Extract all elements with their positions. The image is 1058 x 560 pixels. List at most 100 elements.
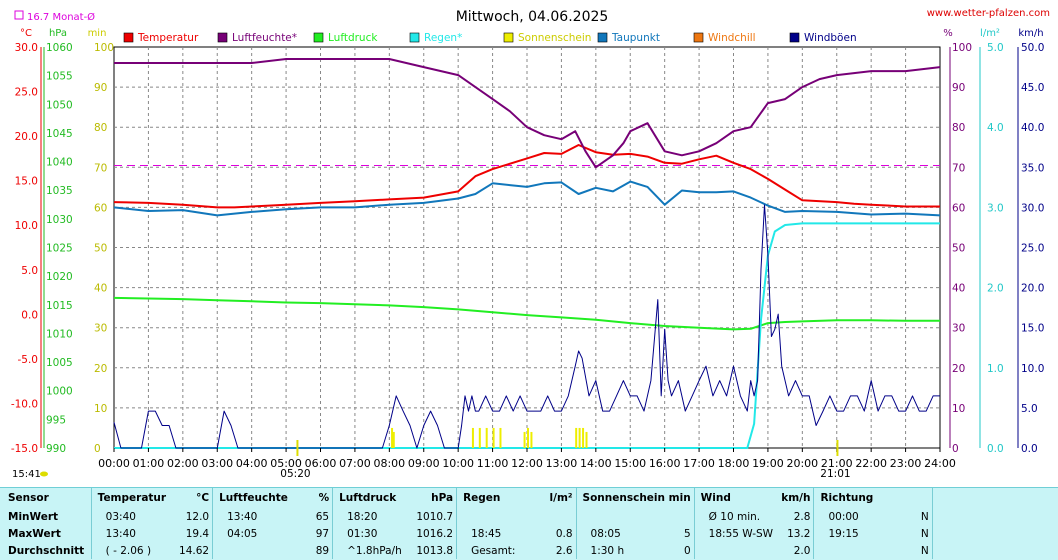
series-line-dewpoint	[113, 180, 941, 217]
sun-axis-tick: 90	[94, 82, 107, 94]
x-tick-label: 20:00	[786, 457, 818, 470]
now-sun-icon	[40, 471, 48, 477]
legend-swatch-pressure	[313, 32, 324, 43]
wind-axis-tick: 10.0	[1021, 363, 1044, 375]
stats-header-row: Sensor Temperatur °C Luftfeuchte % Luftd…	[0, 488, 1058, 508]
wind-axis-tick: 0.0	[1021, 443, 1038, 455]
temperature-axis-tick: 5.0	[21, 265, 38, 277]
pressure-axis-tick: 990	[46, 443, 66, 455]
x-tick-label: 08:00	[373, 457, 405, 470]
hdr-temp-unit: °C	[196, 492, 210, 504]
sun-bar	[585, 431, 588, 448]
temperature-axis-tick: 30.0	[15, 42, 38, 54]
x-tick-label: 21:00	[821, 457, 853, 470]
x-tick-label: 19:00	[752, 457, 784, 470]
temperature-axis-tick: 0.0	[21, 309, 38, 321]
sun-bar	[582, 427, 585, 448]
stats-cell-sun-time: 08:05	[575, 525, 670, 542]
legend-swatch-gust	[789, 32, 800, 43]
humidity-axis-tick: 20	[952, 363, 965, 375]
sun-axis-tick: 0	[94, 443, 101, 455]
site-link[interactable]: www.wetter-pfalzen.com	[927, 8, 1050, 19]
stats-cell-hum-time: 13:40	[212, 508, 309, 525]
stats-cell-rain-val: 0.8	[555, 527, 573, 540]
x-tick-label: 16:00	[649, 457, 681, 470]
pressure-axis-tick: 1015	[46, 300, 73, 312]
x-tick-label: 09:00	[408, 457, 440, 470]
legend-label-sun: Sonnenschein	[518, 32, 591, 44]
stats-cell-sun-val	[670, 508, 694, 525]
rain-axis-tick: 2.0	[987, 283, 1004, 295]
sun-axis-tick: 80	[94, 122, 107, 134]
x-tick-label: 18:00	[718, 457, 750, 470]
x-tick-label: 17:00	[683, 457, 715, 470]
wind-axis-tick: 15.0	[1021, 323, 1044, 335]
sun-bar	[530, 431, 533, 448]
hdr-rain-unit: l/m²	[549, 492, 573, 504]
sun-axis-tick: 20	[94, 363, 107, 375]
humidity-axis-tick: 80	[952, 122, 965, 134]
monthly-avg-legend-label: 16.7 Monat-Ø	[27, 11, 95, 23]
stats-cell-temp-val: 12.0	[185, 510, 210, 523]
temperature-axis-tick: -10.0	[11, 398, 38, 410]
sun-axis-tick: 70	[94, 162, 107, 174]
humidity-axis-tick: 90	[952, 82, 965, 94]
sun-bar	[523, 431, 526, 448]
legend-label-rain: Regen*	[424, 32, 462, 44]
stats-row-label: MinWert	[8, 510, 59, 523]
sun-marker-label: 05:20	[280, 468, 310, 480]
wind-axis-tick: 25.0	[1021, 243, 1044, 255]
hdr-blank	[931, 488, 1058, 508]
pressure-axis-tick: 1010	[46, 328, 73, 340]
legend-swatch-sun	[503, 32, 514, 43]
stats-cell-hum-time: 04:05	[212, 525, 309, 542]
stats-table: Sensor Temperatur °C Luftfeuchte % Luftd…	[0, 488, 1058, 559]
wind-axis-tick: 20.0	[1021, 283, 1044, 295]
legend-swatch-rain	[409, 32, 420, 43]
stats-cell-dir-time	[813, 542, 907, 559]
wind-axis-tick: 40.0	[1021, 122, 1044, 134]
axis-unit-pressure: hPa	[49, 28, 67, 39]
stats-cell-hum-val: 89	[315, 544, 330, 557]
stats-cell-wind-time	[693, 542, 778, 559]
x-tick-label: 03:00	[201, 457, 233, 470]
series-line-temperature	[113, 144, 940, 209]
x-tick-label: 11:00	[477, 457, 509, 470]
legend-swatch-dewpoint	[597, 32, 608, 43]
x-tick-label: 00:00	[98, 457, 130, 470]
sun-bar	[575, 427, 578, 448]
sun-axis-tick: 10	[94, 403, 107, 415]
x-axis: 00:00 01:00 02:00 03:00 04:00 05:00 06:00 07:00…	[98, 448, 956, 470]
x-tick-label: 10:00	[442, 457, 474, 470]
sun-axis-tick: 30	[94, 323, 107, 335]
axis-unit-humidity: %	[943, 28, 953, 39]
hdr-dir-unit	[907, 488, 932, 508]
wind-axis-tick: 45.0	[1021, 82, 1044, 94]
pressure-axis-tick: 1030	[46, 214, 73, 226]
stats-cell-temp-time: ( - 2.06 )	[90, 542, 177, 559]
hdr-dir: Richtung	[813, 488, 907, 508]
wind-axis-tick: 30.0	[1021, 202, 1044, 214]
x-tick-label: 05:00	[270, 457, 302, 470]
sun-axis-tick: 100	[94, 42, 114, 54]
hdr-temp: Temperatur	[90, 488, 177, 508]
now-label: 15:41	[12, 469, 41, 480]
sun-bar	[578, 427, 581, 448]
humidity-axis-tick: 60	[952, 202, 965, 214]
stats-cell-hum-val: 65	[315, 510, 330, 523]
stats-cell-rain-time	[456, 508, 539, 525]
legend-swatch-humidity	[217, 32, 228, 43]
stats-cell-press-val: 1016.2	[416, 527, 454, 540]
stats-cell-rain-time: 18:45	[456, 525, 539, 542]
stats-cell-wind-val: 2.0	[793, 544, 811, 557]
temperature-axis-tick: -5.0	[18, 354, 39, 366]
sun-marker-label: 21:01	[820, 468, 850, 480]
chart-title: Mittwoch, 04.06.2025	[456, 9, 609, 25]
stats-cell-hum-time	[212, 542, 309, 559]
humidity-axis-tick: 10	[952, 403, 965, 415]
rain-axis-tick: 3.0	[987, 202, 1004, 214]
stats-cell-rain-time: Gesamt:	[456, 542, 539, 559]
hdr-hum: Luftfeuchte	[212, 488, 309, 508]
stats-cell-press-val: 1010.7	[416, 510, 454, 523]
humidity-axis-tick: 50	[952, 243, 965, 255]
